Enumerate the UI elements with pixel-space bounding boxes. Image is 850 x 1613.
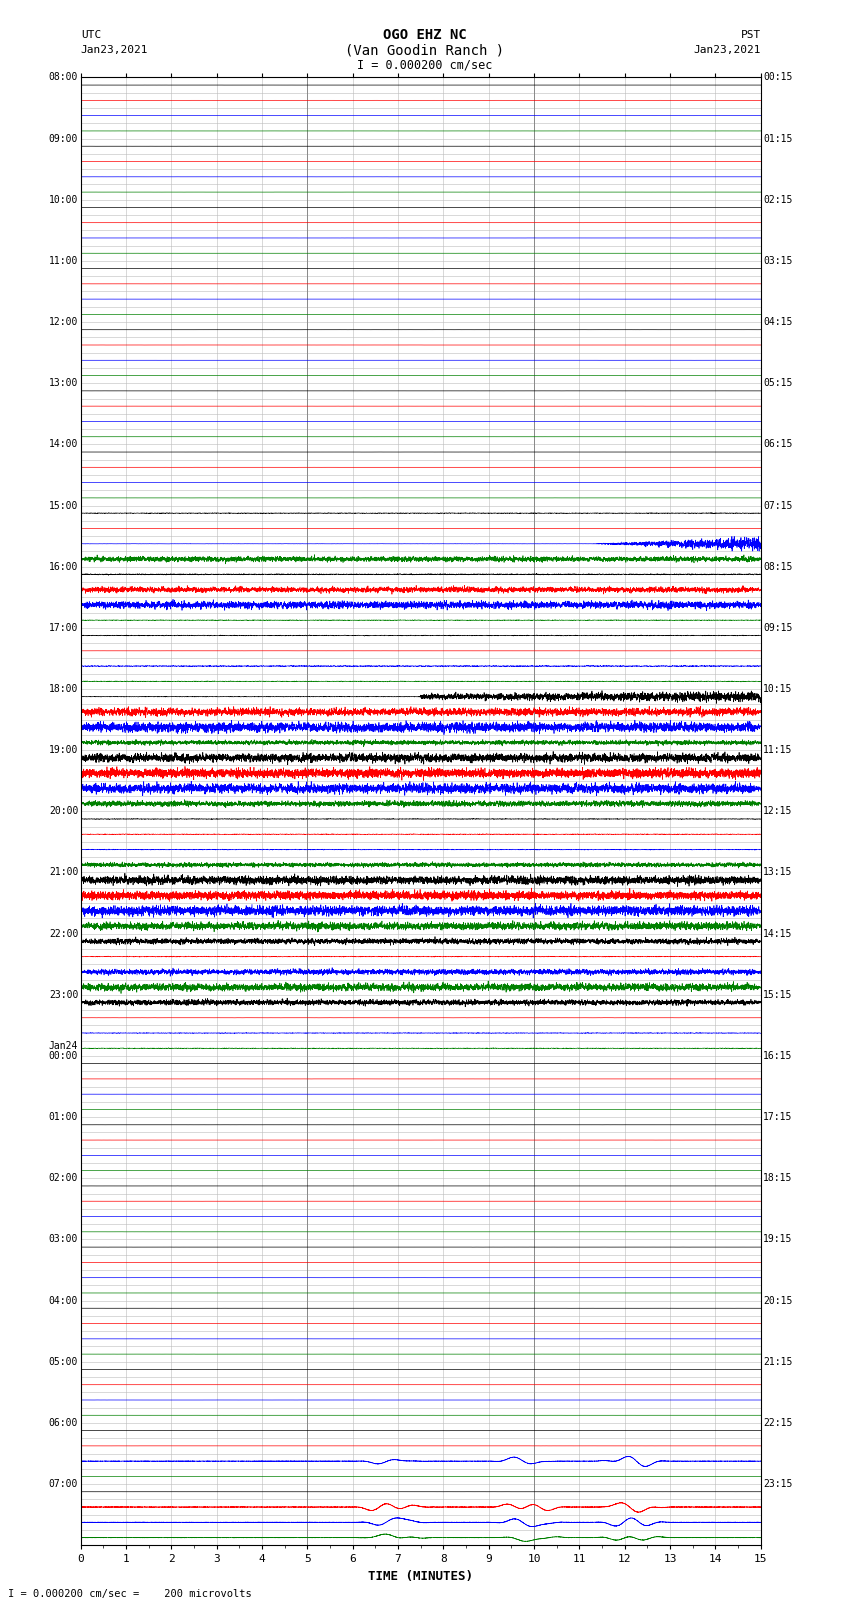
- Text: UTC: UTC: [81, 31, 101, 40]
- Text: 15:00: 15:00: [48, 500, 78, 511]
- Text: 23:00: 23:00: [48, 990, 78, 1000]
- X-axis label: TIME (MINUTES): TIME (MINUTES): [368, 1569, 473, 1582]
- Text: 14:15: 14:15: [763, 929, 793, 939]
- Text: 04:15: 04:15: [763, 318, 793, 327]
- Text: 12:15: 12:15: [763, 806, 793, 816]
- Text: 00:00: 00:00: [48, 1052, 78, 1061]
- Text: 10:00: 10:00: [48, 195, 78, 205]
- Text: 10:15: 10:15: [763, 684, 793, 694]
- Text: Jan23,2021: Jan23,2021: [81, 45, 148, 55]
- Text: 16:15: 16:15: [763, 1052, 793, 1061]
- Text: 11:00: 11:00: [48, 256, 78, 266]
- Text: I = 0.000200 cm/sec =    200 microvolts: I = 0.000200 cm/sec = 200 microvolts: [8, 1589, 252, 1598]
- Text: 20:00: 20:00: [48, 806, 78, 816]
- Text: 08:00: 08:00: [48, 73, 78, 82]
- Text: 03:00: 03:00: [48, 1234, 78, 1245]
- Text: Jan24: Jan24: [48, 1040, 78, 1052]
- Text: 06:00: 06:00: [48, 1418, 78, 1428]
- Text: Jan23,2021: Jan23,2021: [694, 45, 761, 55]
- Text: (Van Goodin Ranch ): (Van Goodin Ranch ): [345, 44, 505, 56]
- Text: 12:00: 12:00: [48, 318, 78, 327]
- Text: 04:00: 04:00: [48, 1295, 78, 1305]
- Text: 17:15: 17:15: [763, 1111, 793, 1123]
- Text: 23:15: 23:15: [763, 1479, 793, 1489]
- Text: 17:00: 17:00: [48, 623, 78, 632]
- Text: 00:15: 00:15: [763, 73, 793, 82]
- Text: 20:15: 20:15: [763, 1295, 793, 1305]
- Text: 09:00: 09:00: [48, 134, 78, 144]
- Text: 21:15: 21:15: [763, 1357, 793, 1366]
- Text: 18:15: 18:15: [763, 1173, 793, 1184]
- Text: 13:15: 13:15: [763, 868, 793, 877]
- Text: I = 0.000200 cm/sec: I = 0.000200 cm/sec: [357, 58, 493, 71]
- Text: 19:15: 19:15: [763, 1234, 793, 1245]
- Text: 02:00: 02:00: [48, 1173, 78, 1184]
- Text: 19:00: 19:00: [48, 745, 78, 755]
- Text: 03:15: 03:15: [763, 256, 793, 266]
- Text: 13:00: 13:00: [48, 377, 78, 389]
- Text: 11:15: 11:15: [763, 745, 793, 755]
- Text: 08:15: 08:15: [763, 561, 793, 571]
- Text: 01:15: 01:15: [763, 134, 793, 144]
- Text: 07:00: 07:00: [48, 1479, 78, 1489]
- Text: PST: PST: [740, 31, 761, 40]
- Text: 22:15: 22:15: [763, 1418, 793, 1428]
- Text: 18:00: 18:00: [48, 684, 78, 694]
- Text: 22:00: 22:00: [48, 929, 78, 939]
- Text: 02:15: 02:15: [763, 195, 793, 205]
- Text: 21:00: 21:00: [48, 868, 78, 877]
- Text: 09:15: 09:15: [763, 623, 793, 632]
- Text: 07:15: 07:15: [763, 500, 793, 511]
- Text: 06:15: 06:15: [763, 439, 793, 450]
- Text: 05:15: 05:15: [763, 377, 793, 389]
- Text: OGO EHZ NC: OGO EHZ NC: [383, 29, 467, 42]
- Text: 16:00: 16:00: [48, 561, 78, 571]
- Text: 14:00: 14:00: [48, 439, 78, 450]
- Text: 05:00: 05:00: [48, 1357, 78, 1366]
- Text: 01:00: 01:00: [48, 1111, 78, 1123]
- Text: 15:15: 15:15: [763, 990, 793, 1000]
